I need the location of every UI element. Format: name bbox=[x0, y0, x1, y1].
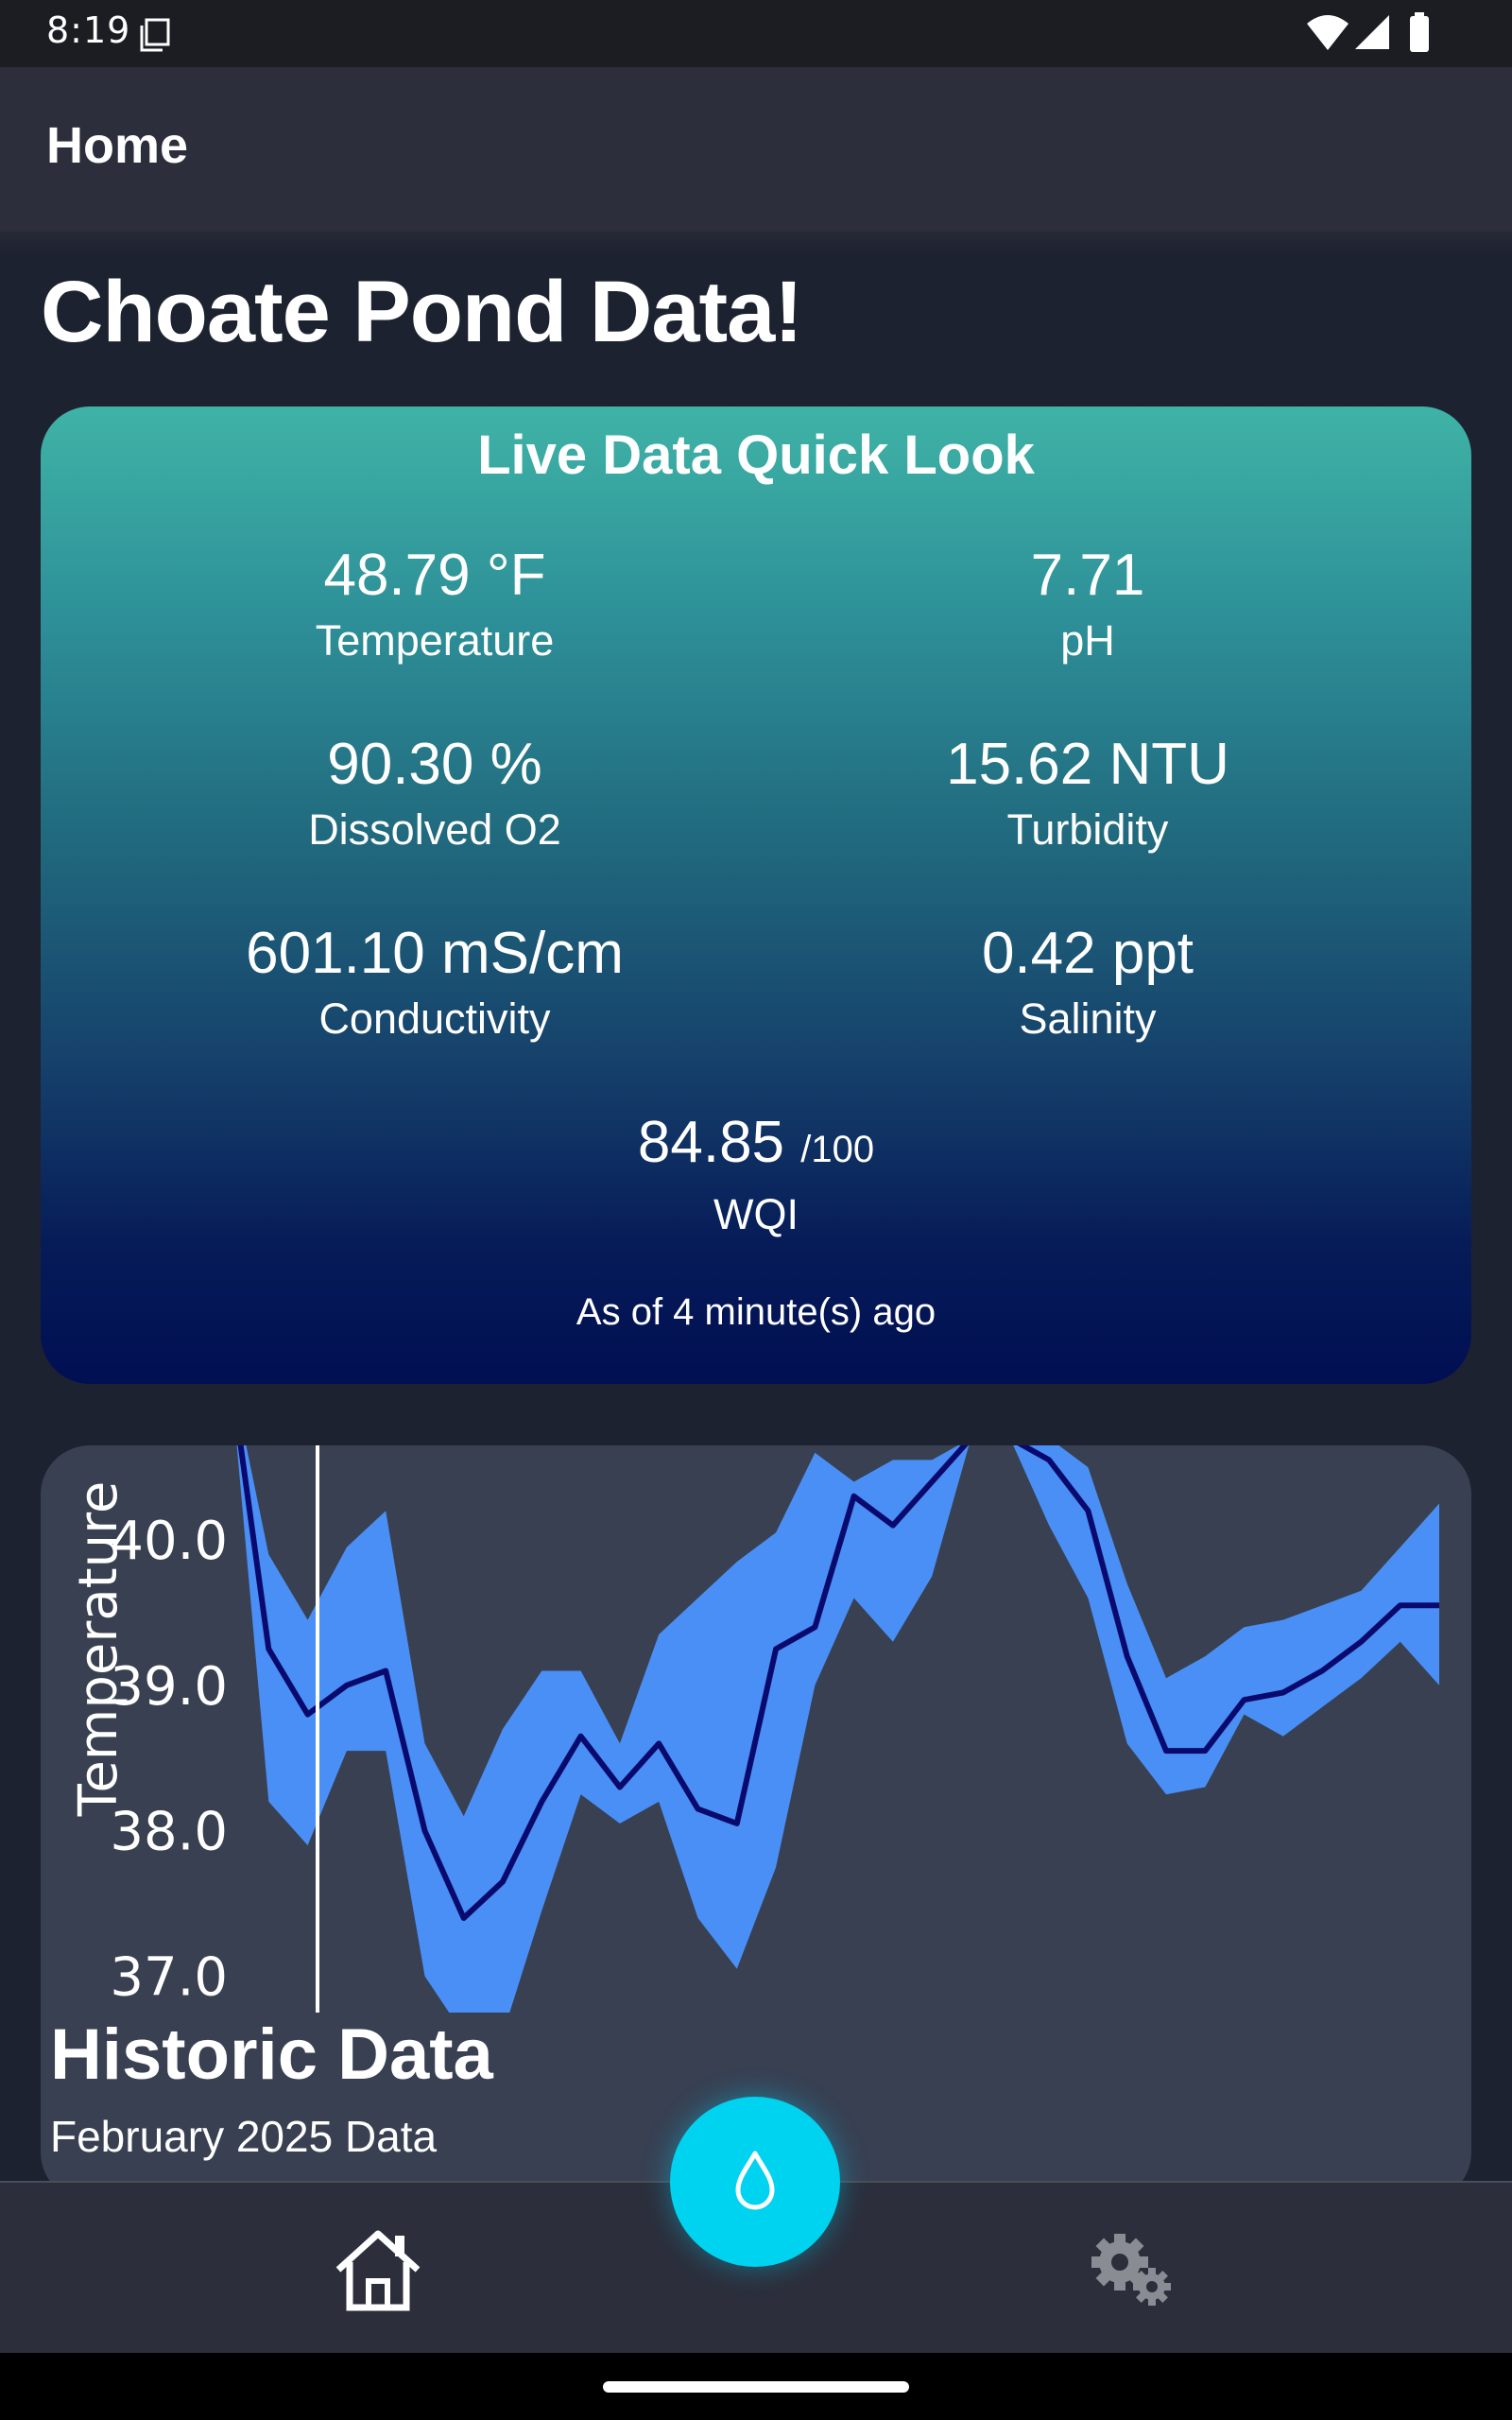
chart-line-layer bbox=[237, 1445, 1439, 1921]
temperature-line bbox=[237, 1445, 1439, 1921]
home-gesture-handle[interactable] bbox=[603, 2381, 909, 2393]
wqi-suffix: /100 bbox=[800, 1129, 875, 1170]
metric-value: 48.79 °F bbox=[323, 543, 546, 608]
metric-label: Dissolved O2 bbox=[308, 805, 561, 854]
wqi-label: WQI bbox=[713, 1190, 799, 1238]
metric-value: 601.10 mS/cm bbox=[246, 921, 624, 986]
battery-icon bbox=[1410, 12, 1429, 52]
signal-icon bbox=[1355, 15, 1389, 49]
metric-dissolved-o2: 90.30 % Dissolved O2 bbox=[109, 728, 761, 858]
metric-value: 90.30 % bbox=[327, 732, 542, 797]
metric-label: Conductivity bbox=[318, 994, 551, 1043]
y-axis-label: Temperature bbox=[68, 1481, 129, 1818]
metric-conductivity: 601.10 mS/cm Conductivity bbox=[109, 917, 761, 1047]
chart-band-layer bbox=[236, 1445, 1439, 2013]
status-bar: 8:19 bbox=[0, 0, 1512, 67]
settings-icon[interactable] bbox=[1090, 2232, 1175, 2308]
metric-label: Turbidity bbox=[1006, 805, 1169, 854]
status-time: 8:19 bbox=[46, 9, 131, 51]
y-tick-label: 38.0 bbox=[110, 1802, 228, 1863]
last-updated-text: As of 4 minute(s) ago bbox=[576, 1291, 936, 1333]
metric-value: 0.42 ppt bbox=[981, 921, 1194, 986]
app-bar-title: Home bbox=[46, 117, 189, 174]
sim-card-icon bbox=[140, 18, 170, 52]
wifi-icon bbox=[1307, 15, 1349, 50]
y-tick-layer: 40.0 39.0 38.0 37.0 bbox=[110, 1511, 228, 2009]
page-title: Choate Pond Data! bbox=[41, 264, 803, 360]
metric-value: 15.62 NTU bbox=[946, 732, 1229, 797]
metric-label: Salinity bbox=[1019, 994, 1157, 1043]
app-bar: Home bbox=[0, 67, 1512, 232]
live-card-title: Live Data Quick Look bbox=[477, 424, 1035, 486]
historic-subtitle: February 2025 Data bbox=[50, 2112, 438, 2161]
metric-temperature: 48.79 °F Temperature bbox=[109, 539, 761, 669]
confidence-band bbox=[236, 1445, 1439, 2013]
y-tick-label: 40.0 bbox=[110, 1511, 228, 1572]
metric-ph: 7.71 pH bbox=[762, 539, 1414, 669]
metric-salinity: 0.42 ppt Salinity bbox=[762, 917, 1414, 1047]
home-icon[interactable] bbox=[331, 2228, 425, 2313]
metric-turbidity: 15.62 NTU Turbidity bbox=[762, 728, 1414, 858]
temperature-chart: 40.0 39.0 38.0 37.0 Temperature bbox=[68, 1445, 1439, 2013]
metric-wqi: 84.85 /100 WQI bbox=[430, 1106, 1082, 1243]
metric-label: Temperature bbox=[315, 616, 555, 665]
wqi-value-row: 84.85 /100 bbox=[430, 1106, 1082, 1186]
metric-label: pH bbox=[1060, 616, 1115, 665]
wqi-value: 84.85 bbox=[637, 1110, 785, 1175]
y-tick-label: 39.0 bbox=[110, 1656, 228, 1718]
metric-value: 7.71 bbox=[1030, 543, 1145, 608]
app-bar-shadow bbox=[0, 232, 1512, 256]
historic-data-card[interactable]: 40.0 39.0 38.0 37.0 Temperature Historic Da… bbox=[41, 1445, 1471, 2202]
water-data-fab-button[interactable] bbox=[670, 2097, 840, 2267]
gesture-navigation-area bbox=[0, 2353, 1512, 2420]
water-drop-icon bbox=[735, 2151, 775, 2210]
y-tick-label: 37.0 bbox=[110, 1947, 228, 2009]
historic-title: Historic Data bbox=[50, 2014, 493, 2095]
live-data-card[interactable]: Live Data Quick Look 48.79 °F Temperatur… bbox=[41, 406, 1471, 1384]
